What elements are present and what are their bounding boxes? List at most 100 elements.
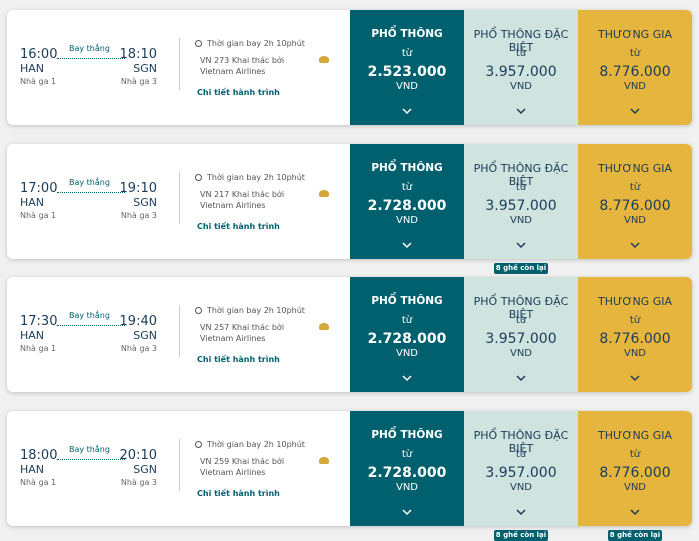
fare-option[interactable]: PHỔ THÔNG từ 2.728.000 VND (350, 410, 464, 526)
fare-currency: VND (509, 348, 533, 359)
chevron-icon (516, 241, 526, 248)
stop-type: Bay thẳng (69, 311, 110, 320)
fare-class: PHỔ THÔNG ĐẶC BIỆT (473, 295, 569, 321)
arrive-terminal: Nhà ga 3 (120, 344, 157, 353)
chevron (350, 503, 464, 515)
flight-card: 16:00 HAN Nhà ga 1 Bay thẳng 18:10 SGN Nhà ga … (7, 10, 692, 125)
chevron-icon (402, 241, 412, 248)
details-link[interactable]: Chi tiết hành trình (197, 88, 280, 97)
fare-currency: VND (395, 348, 419, 359)
details-link[interactable]: Chi tiết hành trình (197, 355, 280, 364)
seats-left-badge: 8 ghế còn lại (608, 529, 662, 541)
chevron-icon (630, 241, 640, 248)
fare-class: THƯƠNG GIA (597, 161, 672, 175)
duration: Thời gian bay 2h 10phút (207, 439, 305, 449)
arrive-terminal: Nhà ga 3 (120, 477, 157, 487)
clock-icon (195, 173, 202, 181)
chevron (578, 102, 692, 115)
fare-from: từ (401, 181, 413, 193)
clock-icon (195, 440, 202, 448)
depart-airport: HAN (20, 62, 45, 75)
chevron (464, 369, 578, 382)
fare-currency: VND (623, 214, 647, 226)
chevron (350, 102, 464, 115)
fare-price: 2.728.000 (367, 197, 447, 214)
route-line (57, 58, 125, 59)
route-line (57, 191, 125, 193)
chevron (578, 236, 692, 248)
fare-option[interactable]: PHỔ THÔNG ĐẶC BIỆT từ 3.957.000 VND (464, 143, 578, 259)
chevron-icon (630, 508, 640, 515)
depart-time: 18:00 (20, 447, 58, 463)
fare-price: 3.957.000 (485, 464, 557, 481)
stop-type: Bay thẳng (69, 177, 110, 187)
fare-price: 8.776.000 (599, 464, 671, 481)
chevron-icon (402, 108, 412, 115)
stop-type: Bay thẳng (69, 444, 110, 454)
fare-currency: VND (395, 81, 419, 92)
separator (179, 305, 180, 357)
clock-icon (195, 307, 202, 314)
depart-time: 16:00 (20, 47, 58, 62)
arrive-airport: SGN (133, 462, 157, 476)
arrive-terminal: Nhà ga 3 (120, 210, 157, 220)
details-link[interactable]: Chi tiết hành trình (197, 221, 280, 231)
arrive-airport: SGN (133, 195, 157, 209)
depart-terminal: Nhà ga 1 (20, 477, 57, 487)
depart-airport: HAN (20, 462, 45, 476)
flight-card: 18:00 HAN Nhà ga 1 Bay thẳng 20:10 SGN Nhà ga … (7, 410, 692, 526)
fare-price: 2.728.000 (367, 464, 447, 481)
details-link[interactable]: Chi tiết hành trình (197, 488, 280, 498)
arrive-terminal: Nhà ga 3 (120, 77, 157, 86)
fare-option[interactable]: PHỔ THÔNG ĐẶC BIỆT từ 3.957.000 VND (464, 277, 578, 392)
separator (179, 171, 180, 224)
separator (179, 38, 180, 90)
depart-time: 17:30 (20, 314, 58, 329)
fare-from: từ (629, 448, 641, 460)
fare-from: từ (629, 315, 641, 326)
route-line (57, 458, 125, 460)
fare-from: từ (515, 448, 527, 460)
fare-class: PHỔ THÔNG (371, 161, 443, 174)
flight-info: VN 273 Khai thác bởi Vietnam Airlines (200, 56, 285, 76)
fare-currency: VND (509, 214, 533, 226)
depart-terminal: Nhà ga 1 (20, 344, 57, 353)
fare-currency: VND (623, 81, 647, 92)
depart-airport: HAN (20, 195, 45, 209)
fare-from: từ (401, 448, 413, 460)
fare-option[interactable]: PHỔ THÔNG từ 2.728.000 VND (350, 143, 464, 259)
fare-from: từ (629, 181, 641, 193)
chevron-icon (402, 375, 412, 382)
fare-currency: VND (623, 481, 647, 493)
fare-price: 3.957.000 (485, 64, 557, 80)
fare-option[interactable]: PHỔ THÔNG ĐẶC BIỆT từ 3.957.000 VND (464, 10, 578, 125)
fare-price: 2.523.000 (367, 64, 447, 80)
fare-price: 8.776.000 (599, 64, 671, 80)
fare-from: từ (515, 315, 527, 326)
fare-option[interactable]: THƯƠNG GIA từ 8.776.000 VND (578, 410, 692, 526)
seats-left-badge: 8 ghế còn lại (494, 529, 548, 541)
arrive-time: 19:40 (119, 314, 157, 329)
fare-class: THƯƠNG GIA (597, 428, 672, 442)
depart-time: 17:00 (20, 180, 58, 196)
fare-option[interactable]: THƯƠNG GIA từ 8.776.000 VND (578, 277, 692, 392)
stop-type: Bay thẳng (69, 44, 110, 53)
chevron-icon (402, 508, 412, 515)
fare-option[interactable]: PHỔ THÔNG từ 2.523.000 VND (350, 10, 464, 125)
arrive-airport: SGN (133, 329, 157, 342)
fare-currency: VND (395, 481, 419, 493)
fare-price: 3.957.000 (485, 197, 557, 214)
fare-class: PHỔ THÔNG ĐẶC BIỆT (473, 428, 569, 455)
airline-logo (319, 189, 329, 197)
arrive-time: 18:10 (119, 47, 157, 62)
clock-icon (195, 40, 202, 47)
fare-option[interactable]: THƯƠNG GIA từ 8.776.000 VND (578, 143, 692, 259)
fare-option[interactable]: THƯƠNG GIA từ 8.776.000 VND (578, 10, 692, 125)
arrive-time: 19:10 (119, 180, 157, 196)
chevron (464, 102, 578, 115)
fare-currency: VND (509, 81, 533, 92)
fare-price: 8.776.000 (599, 197, 671, 214)
fare-option[interactable]: PHỔ THÔNG ĐẶC BIỆT từ 3.957.000 VND (464, 410, 578, 526)
fare-option[interactable]: PHỔ THÔNG từ 2.728.000 VND (350, 277, 464, 392)
